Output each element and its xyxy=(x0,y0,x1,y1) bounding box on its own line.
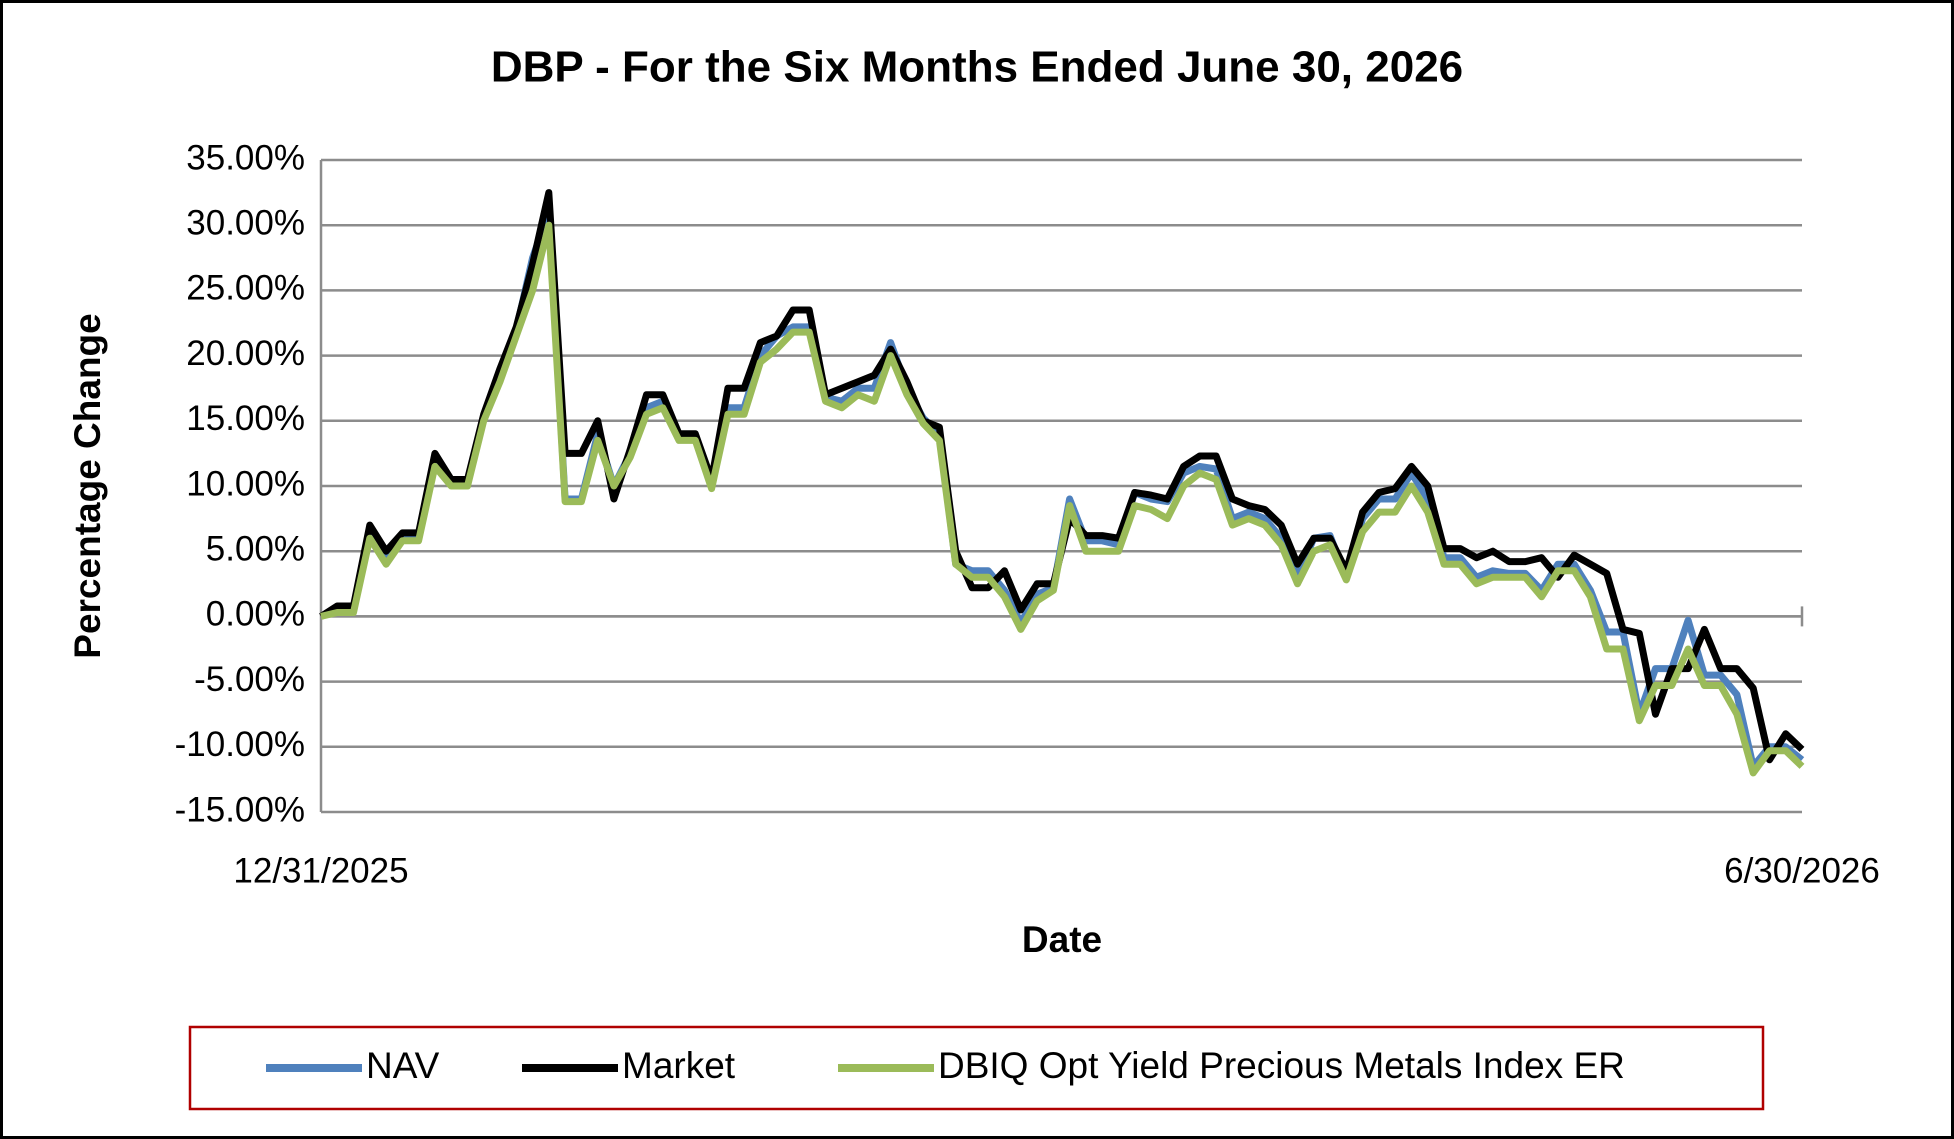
y-tick-label: -10.00% xyxy=(175,725,305,764)
y-axis-label: Percentage Change xyxy=(67,313,108,658)
y-tick-label: 20.00% xyxy=(186,334,305,373)
legend-box xyxy=(188,1025,1765,1111)
series-line xyxy=(320,221,1805,777)
y-tick-label: 0.00% xyxy=(206,595,305,634)
x-axis-label: Date xyxy=(1022,919,1102,960)
y-tick-label: 25.00% xyxy=(186,269,305,308)
y-tick-label: 15.00% xyxy=(186,399,305,438)
x-tick-label: 6/30/2026 xyxy=(1724,851,1880,890)
y-tick-label: -5.00% xyxy=(194,660,305,699)
x-tick-label: 12/31/2025 xyxy=(233,851,408,890)
y-tick-label: 35.00% xyxy=(186,138,305,177)
y-tick-label: -15.00% xyxy=(175,790,305,829)
y-tick-label: 10.00% xyxy=(186,464,305,503)
y-tick-label: 5.00% xyxy=(206,529,305,568)
legend-label: DBIQ Opt Yield Precious Metals Index ER xyxy=(938,1045,1625,1086)
legend-label: Market xyxy=(622,1045,736,1086)
chart-title: DBP - For the Six Months Ended June 30, … xyxy=(491,43,1463,92)
legend-label: NAV xyxy=(366,1045,440,1086)
y-tick-label: 30.00% xyxy=(186,203,305,242)
